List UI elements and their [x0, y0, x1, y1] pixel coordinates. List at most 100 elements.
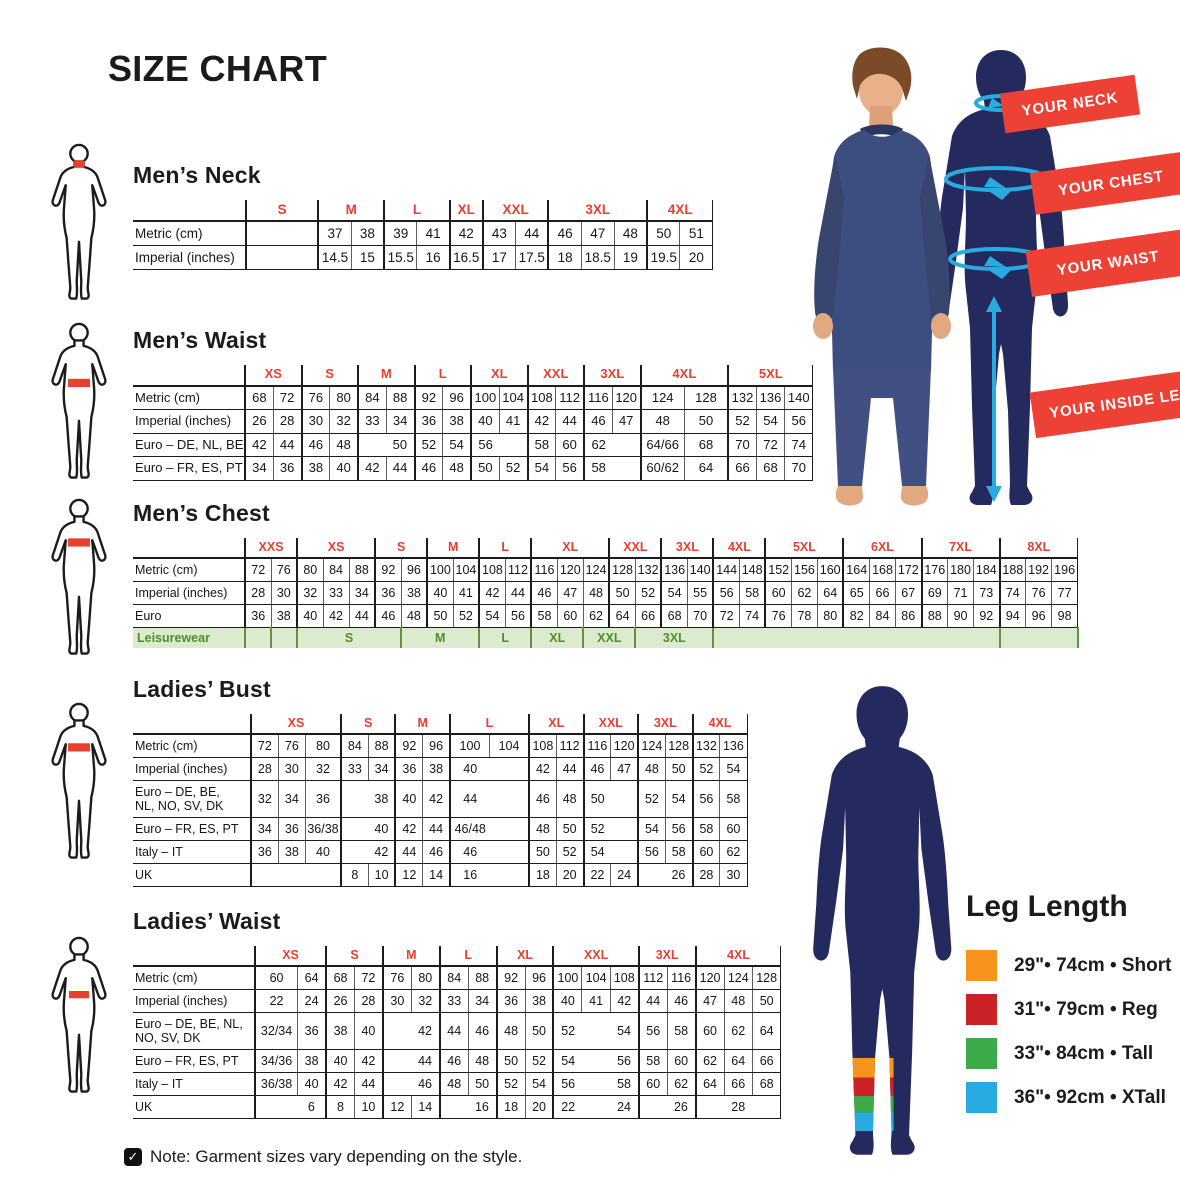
size-value-cell: 56	[555, 456, 585, 481]
size-value-cell	[489, 840, 530, 864]
size-value-cell: 60	[694, 1012, 725, 1050]
size-value-cell	[581, 1072, 611, 1096]
leg-band-reg	[842, 1077, 894, 1097]
row-label: Euro – FR, ES, PT	[133, 456, 245, 481]
size-value-cell: 58	[526, 433, 556, 458]
row-label: Italy – IT	[133, 1072, 255, 1096]
size-value-cell: 40	[426, 581, 454, 605]
size-group-label: M	[394, 714, 450, 735]
size-value-cell: 16	[448, 863, 490, 887]
size-value-cell: 8	[339, 863, 369, 887]
size-value-cell: 38	[277, 840, 306, 864]
size-value-cell: 100	[448, 734, 490, 758]
size-value-cell: 124	[637, 734, 666, 758]
size-value-cell: 76	[277, 734, 306, 758]
size-group-label: 4XL	[712, 538, 766, 559]
model-photo	[813, 47, 951, 506]
size-group-label: M	[381, 946, 440, 967]
size-value-cell: 96	[422, 734, 450, 758]
row-label: UK	[133, 1095, 255, 1119]
size-group-label: S	[325, 946, 383, 967]
size-value-cell: 50	[646, 221, 680, 247]
size-value-cell	[610, 840, 639, 864]
size-value-cell: 34	[348, 581, 376, 605]
size-value-cell: 34	[249, 817, 279, 841]
size-value-cell: 48	[723, 989, 753, 1013]
size-value-cell: 33	[438, 989, 469, 1013]
row-label: Imperial (inches)	[133, 245, 246, 271]
size-value-cell: 96	[1025, 604, 1052, 628]
size-value-cell: 41	[416, 221, 450, 247]
size-value-cell: 72	[249, 734, 279, 758]
size-group-label: 3XL	[547, 200, 648, 223]
size-value-cell: 52	[555, 840, 584, 864]
size-value-cell: 28	[272, 409, 302, 434]
size-group-label: 6XL	[842, 538, 922, 559]
size-value-cell: 108	[526, 385, 556, 411]
size-value-cell: 112	[555, 734, 584, 758]
size-value-cell	[610, 817, 639, 841]
size-value-cell: 52	[691, 757, 720, 781]
size-value-cell: 72	[243, 558, 272, 582]
size-value-cell: 17	[481, 245, 516, 271]
size-value-cell: 96	[524, 966, 554, 990]
row-label: UK	[133, 863, 251, 887]
size-value-cell: 76	[1025, 581, 1052, 605]
size-value-cell: 52	[524, 1049, 554, 1073]
size-value-cell: 46	[374, 604, 402, 628]
leisurewear-size-cell: XXL	[582, 627, 636, 648]
size-group-label: XXL	[552, 946, 639, 967]
row-label: Imperial (inches)	[133, 409, 245, 434]
size-value-cell: 50	[467, 1072, 497, 1096]
size-value-cell: 33	[322, 581, 350, 605]
size-value-cell: 38	[350, 221, 385, 247]
size-value-cell: 39	[383, 221, 417, 247]
size-value-cell: 50	[664, 757, 693, 781]
size-value-cell: 56	[610, 1049, 639, 1073]
size-value-cell: 84	[868, 604, 896, 628]
size-value-cell: 38	[325, 1012, 355, 1050]
table-mens-neck: S M L XL XXL 3XL 4XL Metric (cm) 37 38 39 41 42 43 44 4…	[133, 200, 714, 271]
size-value-cell: 20	[679, 245, 714, 271]
size-group-label: XXS	[243, 538, 298, 559]
size-value-cell: 140	[784, 385, 814, 411]
size-value-cell: 38	[297, 1049, 327, 1073]
size-group-label: L	[383, 200, 450, 223]
size-value-cell: 196	[1051, 558, 1079, 582]
size-group-label: L	[478, 538, 532, 559]
size-value-cell: 80	[304, 734, 341, 758]
size-value-cell: 20	[555, 863, 584, 887]
size-value-cell: 96	[442, 385, 472, 411]
size-value-cell: 71	[947, 581, 974, 605]
size-group-label: XXL	[526, 365, 585, 387]
size-value-cell: 30	[270, 581, 298, 605]
section-heading: Men’s Waist	[133, 327, 267, 353]
size-value-cell: 184	[973, 558, 1000, 582]
size-value-cell: 10	[367, 863, 396, 887]
size-value-cell: 124	[639, 385, 685, 411]
size-value-cell: 156	[790, 558, 818, 582]
size-value-cell: 92	[973, 604, 1000, 628]
size-value-cell: 58	[664, 840, 693, 864]
size-value-cell: 64	[751, 1012, 782, 1050]
size-value-cell: 54	[478, 604, 506, 628]
size-value-cell: 52	[637, 780, 666, 818]
size-value-cell: 74	[738, 604, 766, 628]
color-swatch	[966, 950, 997, 981]
size-value-cell: 120	[556, 558, 584, 582]
row-label: Metric (cm)	[133, 734, 251, 758]
size-value-cell: 58	[583, 456, 613, 481]
row-label: Italy – IT	[133, 840, 251, 864]
female-bust-figure-icon	[47, 702, 111, 870]
size-value-cell: 43	[481, 221, 516, 247]
section-mens-waist: Men’s Waist XS S M L XL XXL 3XL 4XL 5XL Metric (cm…	[133, 327, 814, 481]
row-label: Euro – DE, BE, NL, NO, SV, DK	[133, 1012, 255, 1050]
size-value-cell: 62	[719, 840, 748, 864]
size-value-cell: 50	[524, 1012, 554, 1050]
size-group-label: XS	[244, 365, 302, 387]
section-heading: Ladies’ Waist	[133, 908, 281, 934]
table-mens-waist: XS S M L XL XXL 3XL 4XL 5XL Metric (cm) 68 72 76 80 84…	[133, 365, 814, 481]
size-value-cell: 42	[411, 1012, 440, 1050]
row-label: Metric (cm)	[133, 558, 245, 582]
size-value-cell: 148	[738, 558, 766, 582]
